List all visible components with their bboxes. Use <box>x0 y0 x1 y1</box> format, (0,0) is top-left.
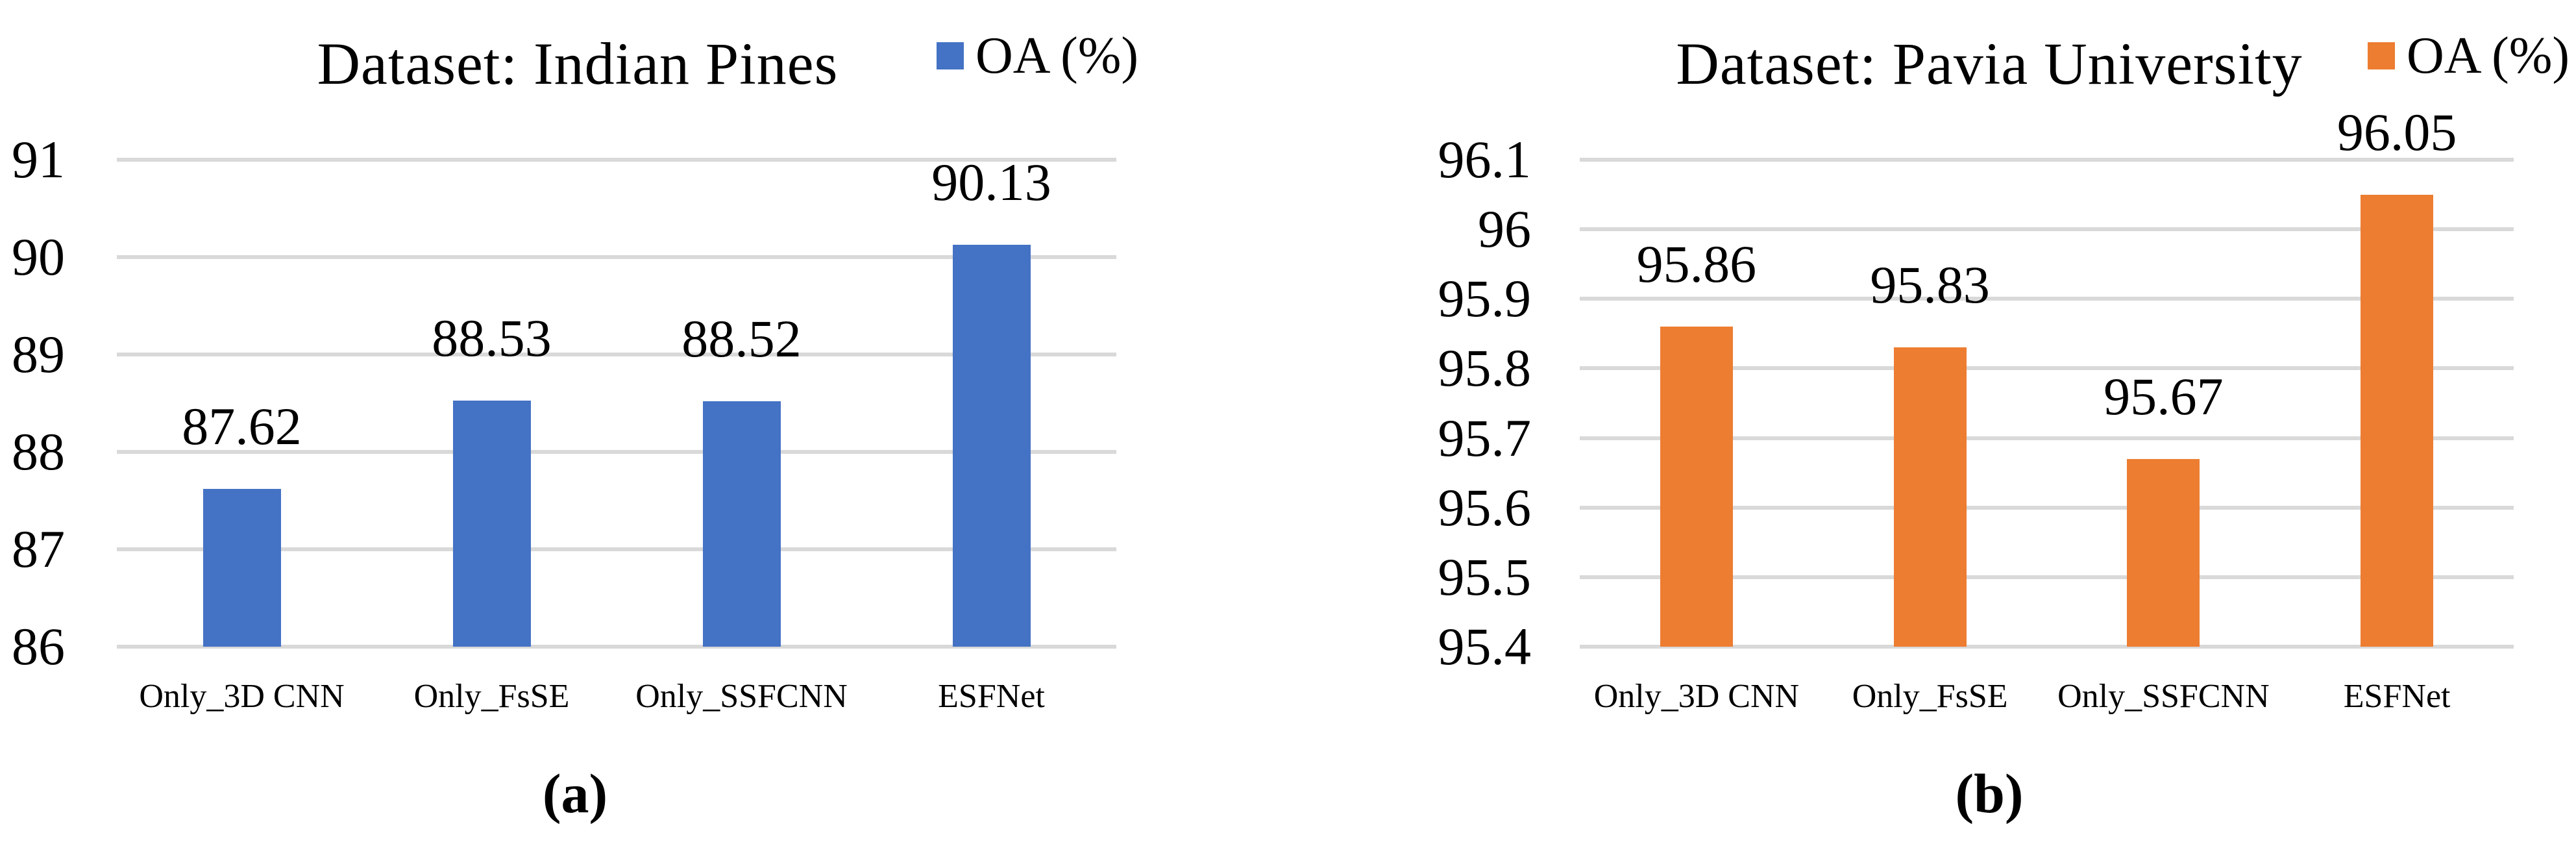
gridline <box>1580 158 2514 162</box>
category-label: Only_SSFCNN <box>635 678 848 715</box>
bar-only-fsse <box>452 400 531 647</box>
gridline <box>1580 366 2514 371</box>
gridline <box>117 353 1116 356</box>
category-label: Only_3D CNN <box>139 678 345 715</box>
y-axis-tick-label: 96.1 <box>1438 130 1532 189</box>
legend-swatch-icon <box>2368 42 2395 69</box>
subfigure-label-a: (a) <box>542 762 608 825</box>
bar-value-label: 87.62 <box>182 397 302 456</box>
gridline <box>1580 297 2514 301</box>
bar-value-label: 88.53 <box>432 308 552 367</box>
y-axis-tick-label: 95.8 <box>1438 338 1532 398</box>
category-label: Only_3D CNN <box>1593 678 1800 715</box>
bar-only-ssfcnn <box>2127 458 2200 647</box>
bar-only-ssfcnn <box>702 401 781 647</box>
y-axis-tick-label: 95.6 <box>1438 477 1532 537</box>
category-label: Only_FsSE <box>413 678 570 715</box>
y-axis-tick-label: 88 <box>12 422 65 481</box>
legend: OA (%) <box>2368 27 2570 84</box>
gridline <box>117 450 1116 454</box>
bar-value-label: 95.83 <box>1870 255 1990 315</box>
y-axis-tick-label: 95.5 <box>1438 547 1532 606</box>
bar-only-fsse <box>1893 347 1967 647</box>
legend-label: OA (%) <box>975 27 1139 84</box>
legend-label: OA (%) <box>2407 27 2570 84</box>
gridline <box>1580 436 2514 440</box>
gridline <box>1580 575 2514 579</box>
gridline <box>1580 645 2514 649</box>
subfigure-label-b: (b) <box>1955 762 2024 825</box>
y-axis-tick-label: 89 <box>12 325 65 384</box>
gridline <box>117 645 1116 649</box>
y-axis-tick-label: 95.9 <box>1438 269 1532 329</box>
bar-esfnet <box>2361 194 2434 647</box>
bar-value-label: 95.86 <box>1636 234 1757 294</box>
bar-only-3d-cnn <box>1660 327 1733 647</box>
category-label: ESFNet <box>2343 678 2451 715</box>
y-axis-tick-label: 95.4 <box>1438 617 1532 676</box>
y-axis-tick-label: 91 <box>12 130 65 189</box>
bar-value-label: 90.13 <box>931 152 1051 212</box>
legend-swatch-icon <box>937 42 964 69</box>
category-label: ESFNet <box>938 678 1045 715</box>
bar-value-label: 96.05 <box>2337 102 2457 162</box>
category-label: Only_FsSE <box>1852 678 2008 715</box>
category-label: Only_SSFCNN <box>2057 678 2270 715</box>
bar-value-label: 88.52 <box>681 309 802 368</box>
y-axis-tick-label: 95.7 <box>1438 408 1532 467</box>
gridline <box>1580 505 2514 510</box>
bar-esfnet <box>952 244 1031 647</box>
gridline <box>117 547 1116 551</box>
gridline <box>117 158 1116 162</box>
y-axis-tick-label: 86 <box>12 617 65 676</box>
y-axis-tick-label: 96 <box>1478 199 1531 259</box>
bar-value-label: 95.67 <box>2104 366 2224 426</box>
chart-title: Dataset: Indian Pines <box>317 31 839 97</box>
y-axis-tick-label: 87 <box>12 519 65 579</box>
gridline <box>117 255 1116 259</box>
legend: OA (%) <box>937 27 1139 84</box>
y-axis-tick-label: 90 <box>12 227 65 286</box>
chart-title: Dataset: Pavia University <box>1676 31 2303 97</box>
gridline <box>1580 227 2514 232</box>
bar-only-3d-cnn <box>202 489 281 647</box>
